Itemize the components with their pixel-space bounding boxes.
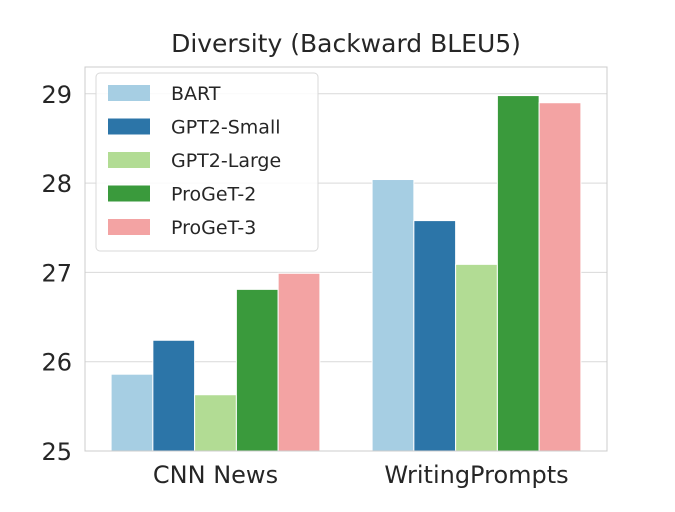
legend-label: ProGeT-3 bbox=[171, 217, 256, 239]
legend-swatch bbox=[108, 85, 150, 101]
bar-proget-3-1 bbox=[538, 102, 582, 452]
legend-label: GPT2-Small bbox=[171, 117, 281, 139]
legend-label: ProGeT-2 bbox=[171, 184, 256, 206]
chart-title: Diversity (Backward BLEU5) bbox=[171, 29, 521, 58]
legend-label: BART bbox=[171, 83, 221, 105]
x-tick-label: CNN News bbox=[153, 461, 278, 489]
legend-swatch bbox=[108, 219, 150, 235]
x-tick-label: WritingPrompts bbox=[384, 461, 568, 489]
bar-proget-3-0 bbox=[277, 272, 321, 452]
x-axis-ticks: CNN News WritingPrompts bbox=[153, 461, 569, 489]
bar-gpt2-large-1 bbox=[455, 263, 498, 452]
legend-swatch bbox=[108, 118, 150, 135]
bars bbox=[110, 95, 582, 452]
y-tick-label: 26 bbox=[41, 349, 72, 377]
y-axis-ticks: 25 26 27 28 29 bbox=[41, 81, 72, 466]
legend-frame bbox=[95, 72, 319, 252]
bar-gpt2-small-1 bbox=[413, 220, 457, 452]
bar-gpt2-small-0 bbox=[152, 339, 196, 452]
plot-frame bbox=[84, 66, 608, 452]
y-tick-label: 28 bbox=[41, 170, 72, 198]
bar-proget-2-1 bbox=[496, 95, 540, 452]
legend-label: GPT2-Large bbox=[171, 150, 281, 172]
y-tick-label: 27 bbox=[41, 259, 72, 287]
bar-bart-1 bbox=[371, 179, 415, 452]
bar-proget-2-0 bbox=[235, 288, 279, 452]
bar-gpt2-large-0 bbox=[194, 394, 237, 452]
legend-swatch bbox=[108, 185, 150, 202]
y-tick-label: 29 bbox=[41, 81, 72, 109]
bar-bart-0 bbox=[110, 373, 154, 452]
legend-swatch bbox=[108, 152, 150, 168]
legend: BART GPT2-Small GPT2-Large ProGeT-2 ProGeT-3 bbox=[95, 72, 319, 252]
y-tick-label: 25 bbox=[41, 438, 72, 466]
